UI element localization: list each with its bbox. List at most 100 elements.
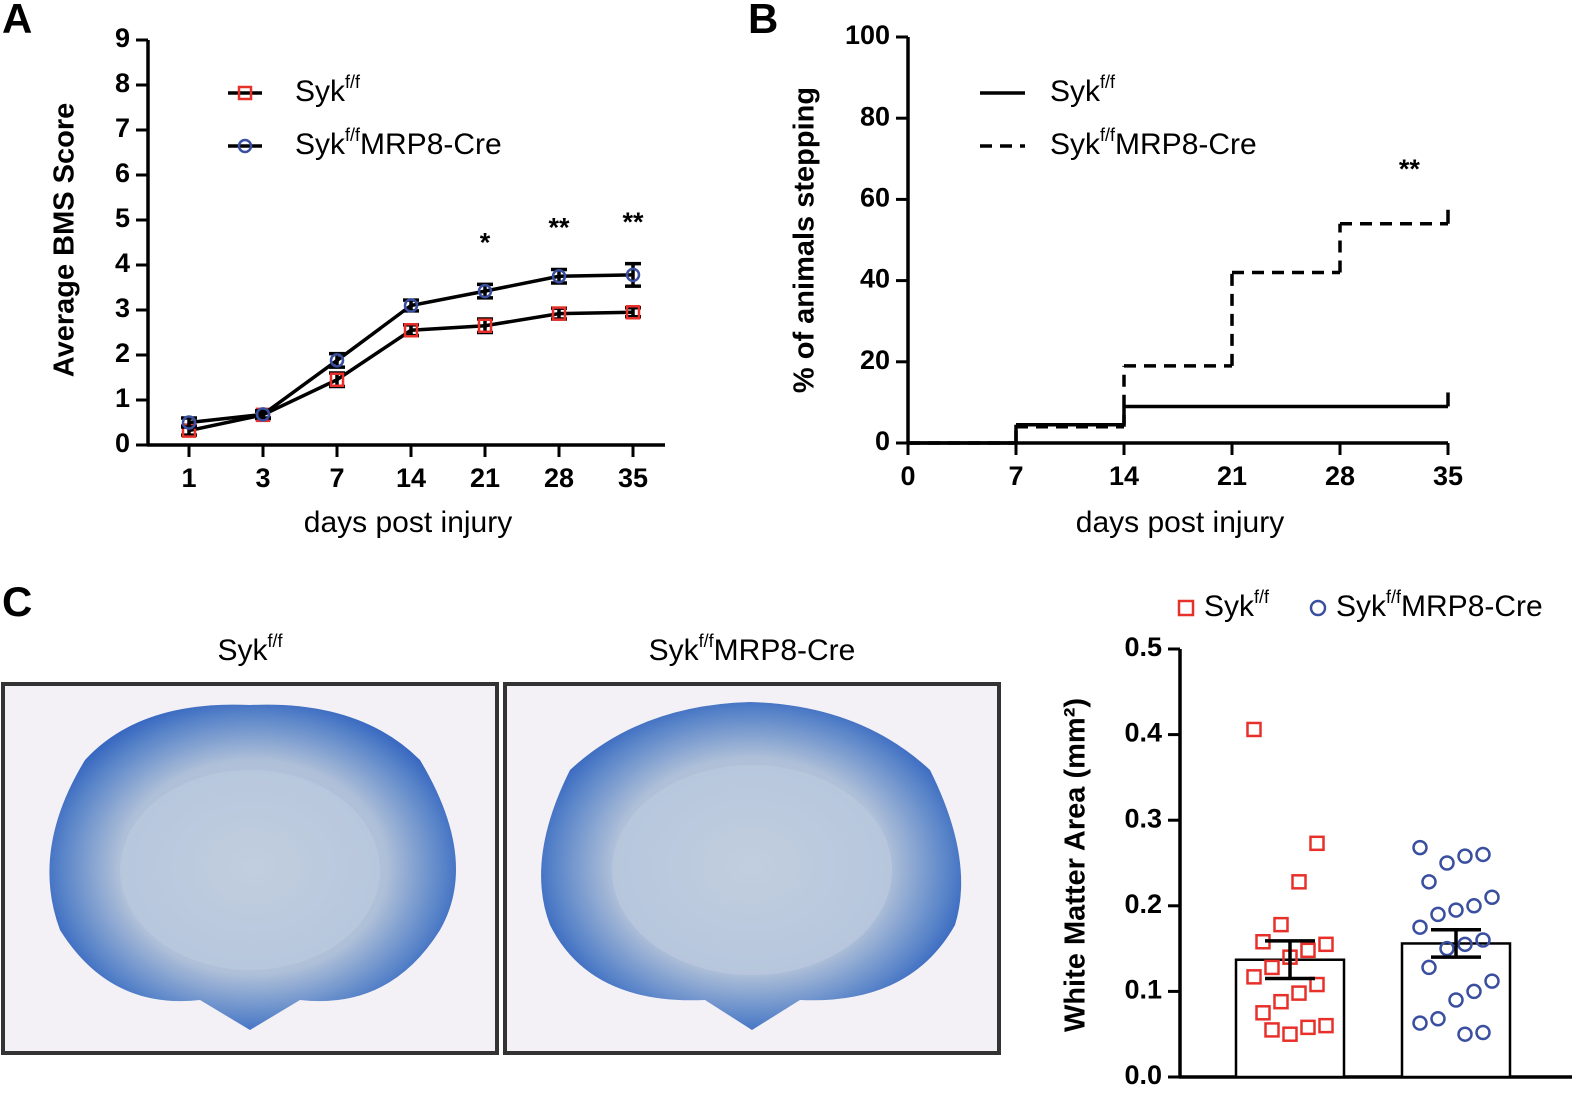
marker bbox=[1300, 942, 1316, 959]
y-tick-label: 2 bbox=[115, 338, 130, 368]
legend-label-part: Syk bbox=[1204, 590, 1255, 623]
marker bbox=[477, 318, 493, 333]
x-tick-label: 0 bbox=[900, 461, 915, 491]
marker bbox=[1412, 919, 1428, 935]
marker bbox=[1291, 985, 1307, 1001]
legend-label-part: f/f bbox=[345, 72, 361, 92]
marker bbox=[1448, 992, 1464, 1008]
marker bbox=[1264, 1022, 1280, 1038]
y-axis-title: White Matter Area (mm²) bbox=[1060, 698, 1092, 1032]
y-tick-label: 6 bbox=[115, 158, 130, 188]
legend-label-part: MRP8-Cre bbox=[360, 128, 502, 161]
image-title: Sykf/f bbox=[217, 631, 283, 667]
marker bbox=[1475, 846, 1491, 863]
x-tick-label: 28 bbox=[1325, 461, 1355, 491]
marker bbox=[625, 305, 641, 320]
y-tick-label: 7 bbox=[115, 113, 130, 143]
image-title-part: Syk bbox=[217, 634, 268, 667]
marker bbox=[1309, 976, 1325, 993]
marker bbox=[1484, 889, 1500, 905]
marker bbox=[1430, 1011, 1446, 1027]
y-tick-label: 20 bbox=[860, 345, 890, 375]
marker bbox=[1439, 940, 1455, 957]
x-axis-title: days post injury bbox=[304, 506, 512, 539]
image-title-part: Syk bbox=[649, 634, 700, 667]
marker bbox=[1421, 874, 1437, 890]
image-title: Sykf/fMRP8-Cre bbox=[649, 631, 856, 667]
x-tick-label: 7 bbox=[329, 463, 344, 493]
marker bbox=[1457, 1026, 1473, 1042]
marker bbox=[1246, 721, 1262, 738]
marker bbox=[1421, 959, 1437, 976]
legend-label-part: f/f bbox=[1100, 72, 1116, 92]
marker bbox=[1282, 1026, 1298, 1042]
marker bbox=[1430, 906, 1446, 923]
marker bbox=[1309, 599, 1327, 617]
marker bbox=[1300, 1019, 1316, 1036]
y-axis-title: % of animals stepping bbox=[789, 87, 821, 393]
marker bbox=[551, 306, 567, 321]
marker bbox=[1412, 839, 1428, 856]
annotation: ** bbox=[548, 213, 570, 243]
x-axis-title: days post injury bbox=[1076, 506, 1284, 539]
legend-label-part: Syk bbox=[1050, 75, 1101, 108]
legend-label-part: MRP8-Cre bbox=[1115, 128, 1257, 161]
legend-label-part: f/f bbox=[1386, 587, 1402, 607]
marker bbox=[1412, 1015, 1428, 1031]
y-tick-label: 60 bbox=[860, 183, 890, 213]
y-tick-label: 4 bbox=[115, 248, 130, 278]
legend-label-part: Syk bbox=[295, 128, 346, 161]
y-tick-label: 0.0 bbox=[1124, 1060, 1162, 1090]
marker bbox=[1246, 969, 1262, 985]
marker bbox=[237, 138, 253, 154]
marker bbox=[181, 415, 197, 430]
marker bbox=[1309, 835, 1325, 852]
marker bbox=[1273, 993, 1289, 1010]
y-tick-label: 40 bbox=[860, 264, 890, 294]
y-tick-label: 0.1 bbox=[1124, 975, 1162, 1005]
marker bbox=[329, 372, 345, 387]
y-tick-label: 80 bbox=[860, 101, 890, 131]
marker bbox=[1466, 898, 1482, 914]
legend-label-part: Syk bbox=[1050, 128, 1101, 161]
y-tick-label: 0.3 bbox=[1124, 803, 1162, 833]
marker bbox=[1457, 936, 1473, 953]
marker bbox=[625, 267, 641, 283]
marker bbox=[1291, 874, 1307, 890]
marker bbox=[1466, 983, 1482, 1000]
y-tick-label: 9 bbox=[115, 23, 130, 53]
x-tick-label: 35 bbox=[1433, 461, 1463, 491]
marker bbox=[1273, 916, 1289, 933]
x-tick-label: 14 bbox=[396, 463, 426, 493]
marker bbox=[477, 283, 493, 299]
marker bbox=[1484, 973, 1500, 989]
y-tick-label: 0.2 bbox=[1124, 889, 1162, 919]
marker bbox=[403, 323, 419, 338]
legend-label: Sykf/fMRP8-Cre bbox=[295, 125, 502, 161]
marker bbox=[1448, 902, 1464, 918]
legend-label: Sykf/f bbox=[295, 72, 361, 108]
legend-label: Sykf/f bbox=[1204, 587, 1270, 623]
annotation: ** bbox=[622, 207, 644, 237]
image-title-part: MRP8-Cre bbox=[714, 634, 856, 667]
y-tick-label: 8 bbox=[115, 68, 130, 98]
marker bbox=[237, 85, 253, 101]
marker bbox=[1318, 1017, 1334, 1034]
y-tick-label: 100 bbox=[845, 20, 890, 50]
x-tick-label: 28 bbox=[544, 463, 574, 493]
marker bbox=[329, 353, 345, 368]
section-image-1 bbox=[1, 682, 499, 1055]
y-tick-label: 3 bbox=[115, 293, 130, 323]
y-tick-label: 1 bbox=[115, 383, 130, 413]
marker bbox=[1255, 1005, 1271, 1021]
legend-label-part: MRP8-Cre bbox=[1401, 590, 1543, 623]
x-tick-label: 7 bbox=[1008, 461, 1023, 491]
series-line bbox=[188, 273, 634, 425]
y-axis-title: Average BMS Score bbox=[49, 103, 81, 378]
legend-label: Sykf/fMRP8-Cre bbox=[1050, 125, 1257, 161]
panel-label: B bbox=[748, 0, 778, 42]
x-tick-label: 21 bbox=[470, 463, 500, 493]
y-tick-label: 0.5 bbox=[1124, 632, 1162, 662]
marker bbox=[1475, 1024, 1491, 1041]
